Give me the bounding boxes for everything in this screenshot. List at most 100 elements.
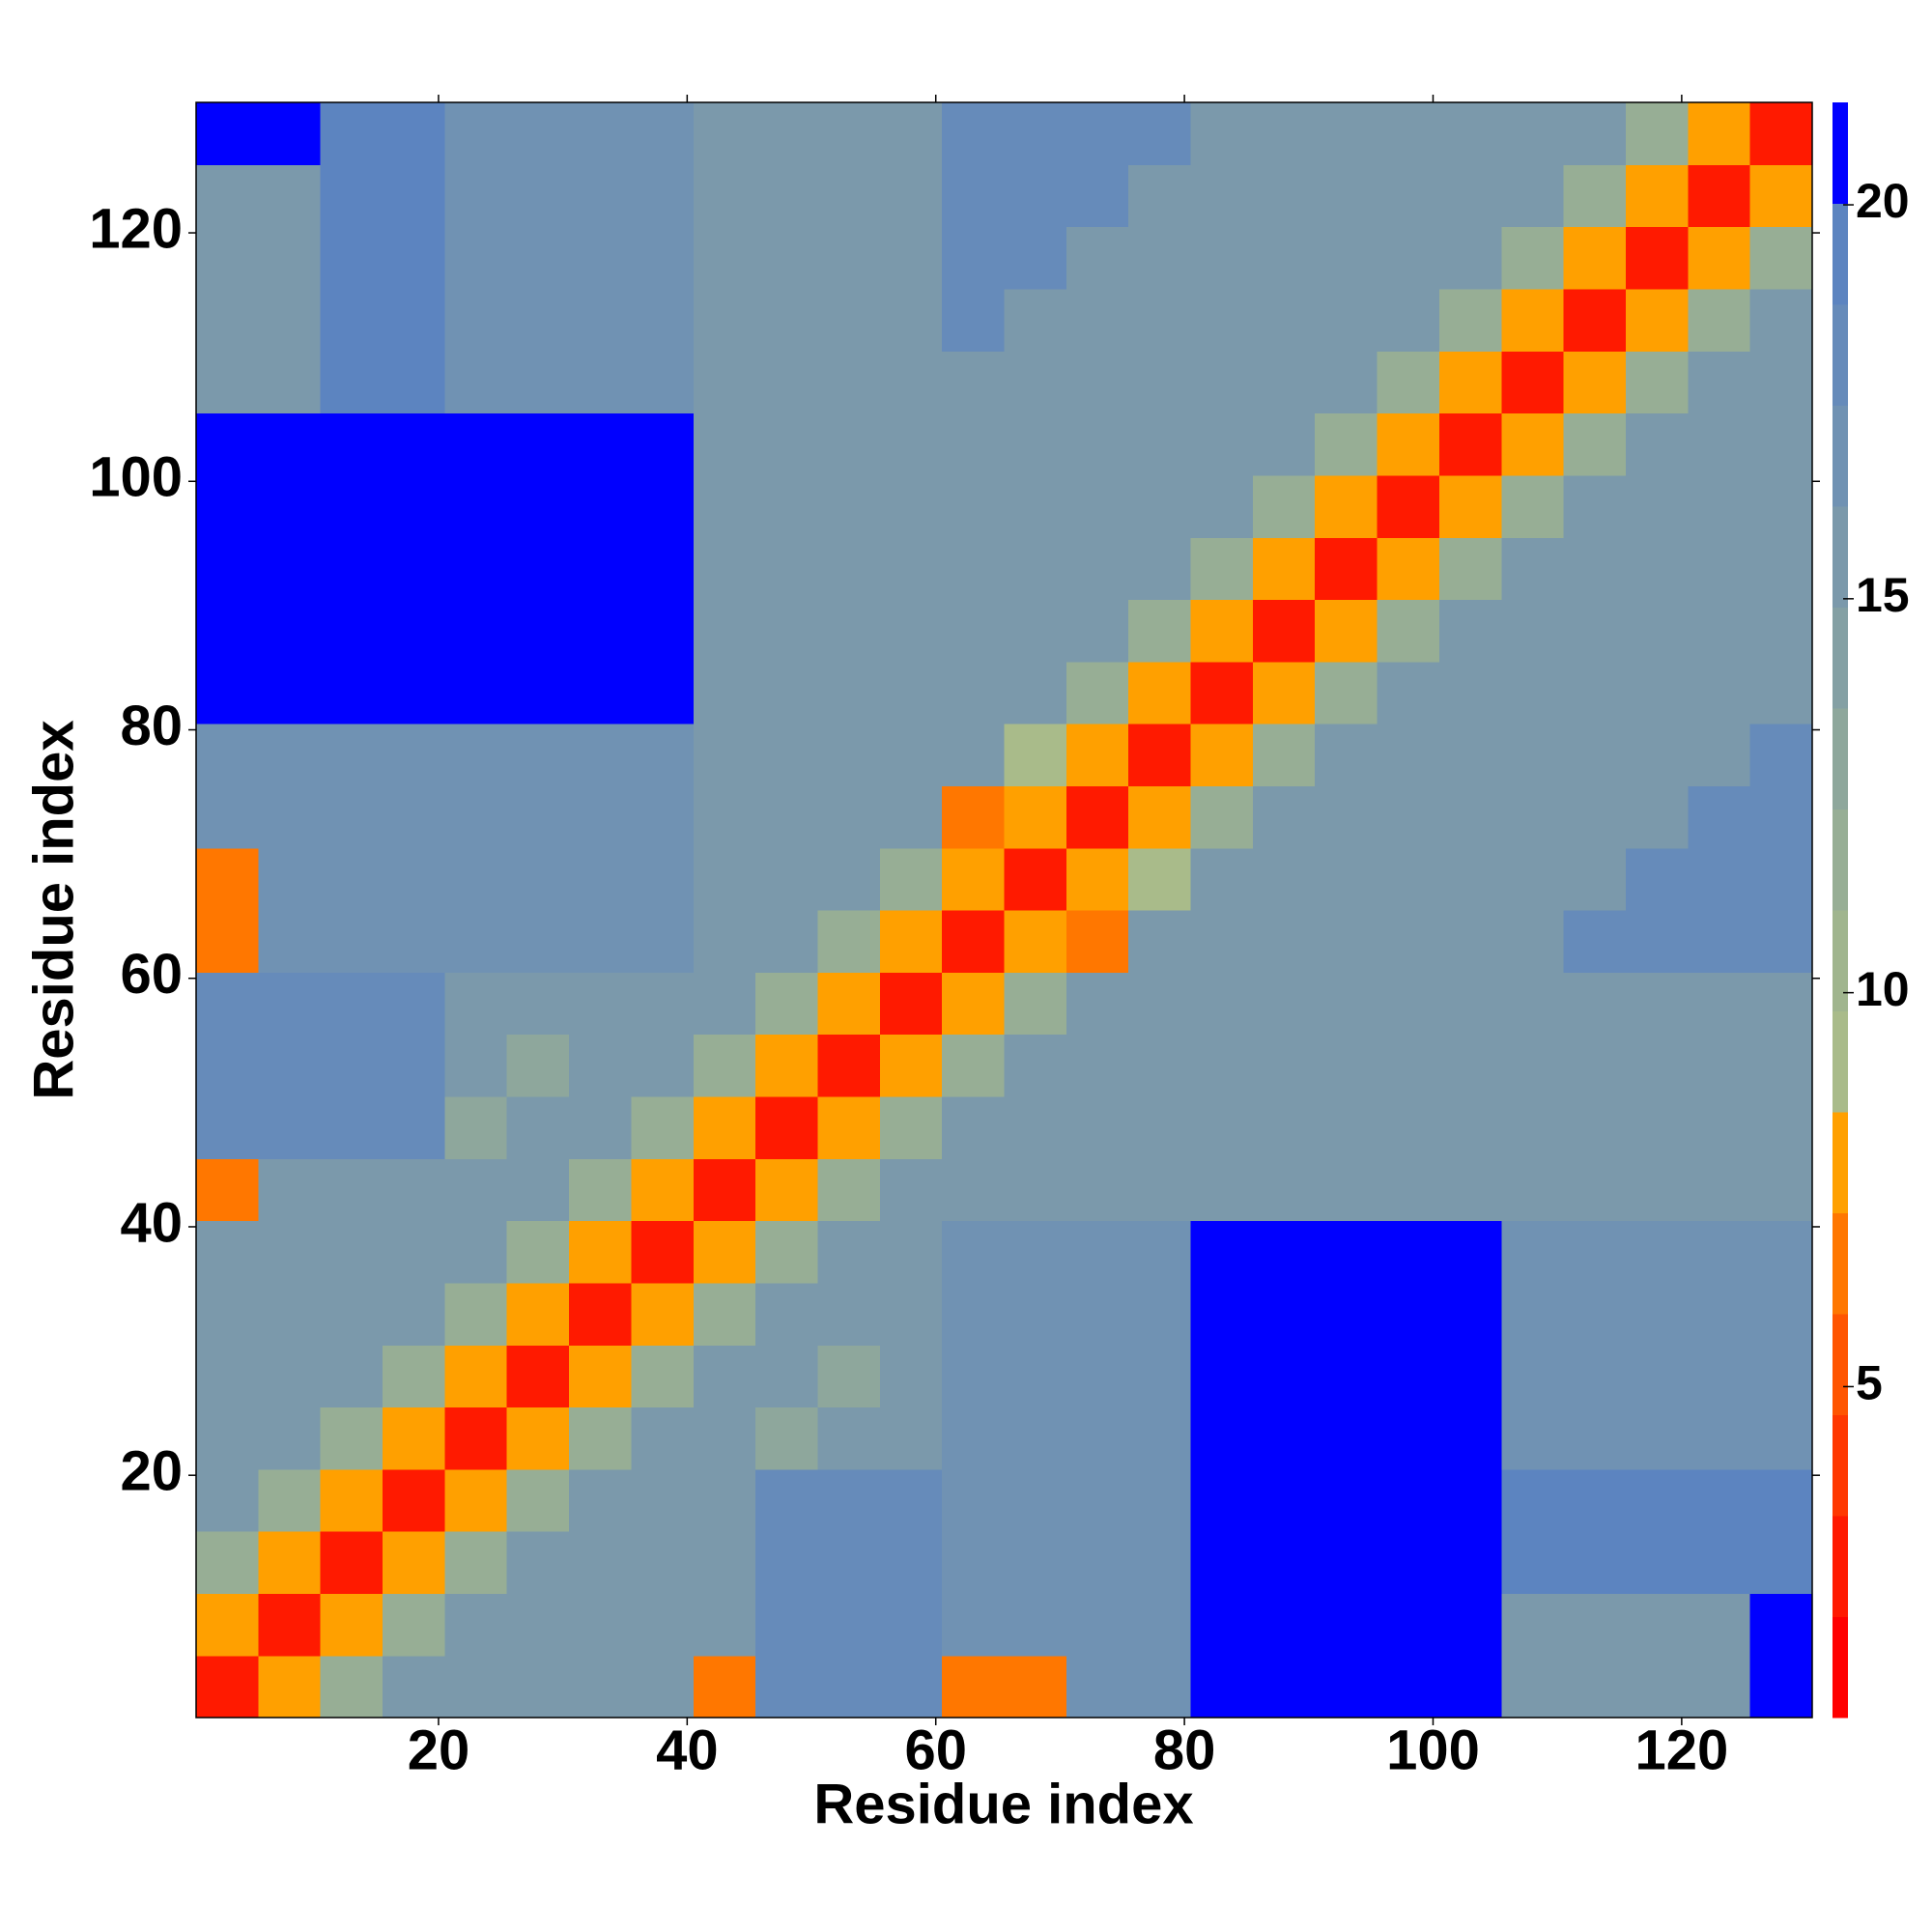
heatmap-cell xyxy=(196,661,259,724)
heatmap-cell xyxy=(631,1406,695,1470)
y-tick-label: 60 xyxy=(120,943,183,1006)
heatmap-cell xyxy=(1128,724,1192,786)
heatmap-cell xyxy=(1004,1034,1067,1097)
heatmap-cell xyxy=(817,1468,881,1532)
heatmap-cell xyxy=(1128,1220,1192,1284)
heatmap-cell xyxy=(258,1406,322,1470)
heatmap-cell xyxy=(1501,661,1565,724)
heatmap-cell xyxy=(631,288,695,352)
heatmap-cell xyxy=(1501,1531,1565,1594)
heatmap-cell xyxy=(1438,661,1502,724)
heatmap-cell xyxy=(506,724,570,786)
heatmap-cell xyxy=(755,1655,819,1719)
heatmap-cell xyxy=(693,599,756,663)
heatmap-cell xyxy=(1749,1468,1813,1532)
heatmap-cell xyxy=(1315,661,1378,724)
heatmap-cell xyxy=(1749,1655,1813,1719)
heatmap-cell xyxy=(258,1034,322,1097)
heatmap-cell xyxy=(1625,164,1689,228)
heatmap-cell xyxy=(1065,1468,1129,1532)
heatmap-cell xyxy=(196,351,259,414)
heatmap-cell xyxy=(1004,1655,1067,1719)
heatmap-cell xyxy=(1563,910,1627,973)
heatmap-cell xyxy=(755,724,819,786)
heatmap-cell xyxy=(631,1468,695,1532)
heatmap-cell xyxy=(1065,1655,1129,1719)
heatmap-cell xyxy=(320,226,384,290)
colorbar-band xyxy=(1833,1112,1848,1213)
heatmap-cell xyxy=(631,910,695,973)
heatmap-cell xyxy=(817,599,881,663)
heatmap-cell xyxy=(879,164,943,228)
heatmap-cell xyxy=(1004,226,1067,290)
heatmap-cell xyxy=(631,847,695,911)
heatmap-cell xyxy=(879,1220,943,1284)
heatmap-cell xyxy=(817,1034,881,1097)
heatmap-cell xyxy=(1625,474,1689,538)
heatmap-cell xyxy=(1377,661,1440,724)
heatmap-cell xyxy=(258,1655,322,1719)
heatmap-cell xyxy=(879,1406,943,1470)
colorbar-band xyxy=(1833,1010,1848,1113)
heatmap-cell xyxy=(1563,1468,1627,1532)
heatmap-cell xyxy=(1065,847,1129,911)
heatmap-cell xyxy=(942,1095,1006,1159)
heatmap-cell xyxy=(383,1406,445,1470)
heatmap-cell xyxy=(320,412,384,476)
heatmap-cell xyxy=(817,1220,881,1284)
heatmap-cell xyxy=(1315,1406,1378,1470)
heatmap-cell xyxy=(444,412,508,476)
heatmap-cell xyxy=(1625,1531,1689,1594)
heatmap-cell xyxy=(1252,1468,1316,1532)
heatmap-cell xyxy=(1563,972,1627,1036)
heatmap-cell xyxy=(444,972,508,1036)
heatmap-cell xyxy=(320,474,384,538)
heatmap-cell xyxy=(1004,164,1067,228)
heatmap-cell xyxy=(1501,1158,1565,1222)
heatmap-cell xyxy=(1190,661,1254,724)
heatmap-cell xyxy=(1065,474,1129,538)
heatmap-cell xyxy=(1190,1034,1254,1097)
heatmap-cell xyxy=(1625,1593,1689,1657)
heatmap-cell xyxy=(817,164,881,228)
heatmap-cell xyxy=(631,1095,695,1159)
heatmap-cell xyxy=(1438,1468,1502,1532)
heatmap-cell xyxy=(817,102,881,165)
heatmap-cell xyxy=(1252,164,1316,228)
heatmap-cell xyxy=(1377,1345,1440,1408)
heatmap-cell xyxy=(258,226,322,290)
heatmap-cell xyxy=(1501,164,1565,228)
heatmap-cell xyxy=(631,102,695,165)
heatmap-cell xyxy=(631,474,695,538)
heatmap-cell xyxy=(755,1282,819,1346)
heatmap-cell xyxy=(258,1531,322,1594)
heatmap-cell xyxy=(1252,910,1316,973)
heatmap-cell xyxy=(1377,1531,1440,1594)
heatmap-cell xyxy=(942,1345,1006,1408)
heatmap-cell xyxy=(1438,1593,1502,1657)
heatmap-cell xyxy=(1377,1220,1440,1284)
x-tick-label: 60 xyxy=(904,1719,967,1781)
heatmap-cell xyxy=(1501,1220,1565,1284)
heatmap-cell xyxy=(879,724,943,786)
heatmap-cell xyxy=(569,351,633,414)
heatmap-cell xyxy=(942,1655,1006,1719)
y-tick-label: 80 xyxy=(120,695,183,757)
heatmap-cell xyxy=(1501,226,1565,290)
heatmap-cell xyxy=(1625,1220,1689,1284)
heatmap-cell xyxy=(320,910,384,973)
colorbar-band xyxy=(1833,506,1848,608)
heatmap-cell xyxy=(196,1468,259,1532)
heatmap-cell xyxy=(1004,412,1067,476)
heatmap-cell xyxy=(320,661,384,724)
heatmap-cell xyxy=(1501,1095,1565,1159)
y-tick-label: 20 xyxy=(120,1440,183,1503)
heatmap-cell xyxy=(817,661,881,724)
heatmap-cell xyxy=(383,288,445,352)
heatmap-cell xyxy=(444,785,508,849)
heatmap-cell xyxy=(1128,661,1192,724)
heatmap-cell xyxy=(1749,1158,1813,1222)
x-tick-label: 120 xyxy=(1634,1719,1728,1781)
heatmap-cell xyxy=(1377,1282,1440,1346)
heatmap-cell xyxy=(1749,537,1813,601)
